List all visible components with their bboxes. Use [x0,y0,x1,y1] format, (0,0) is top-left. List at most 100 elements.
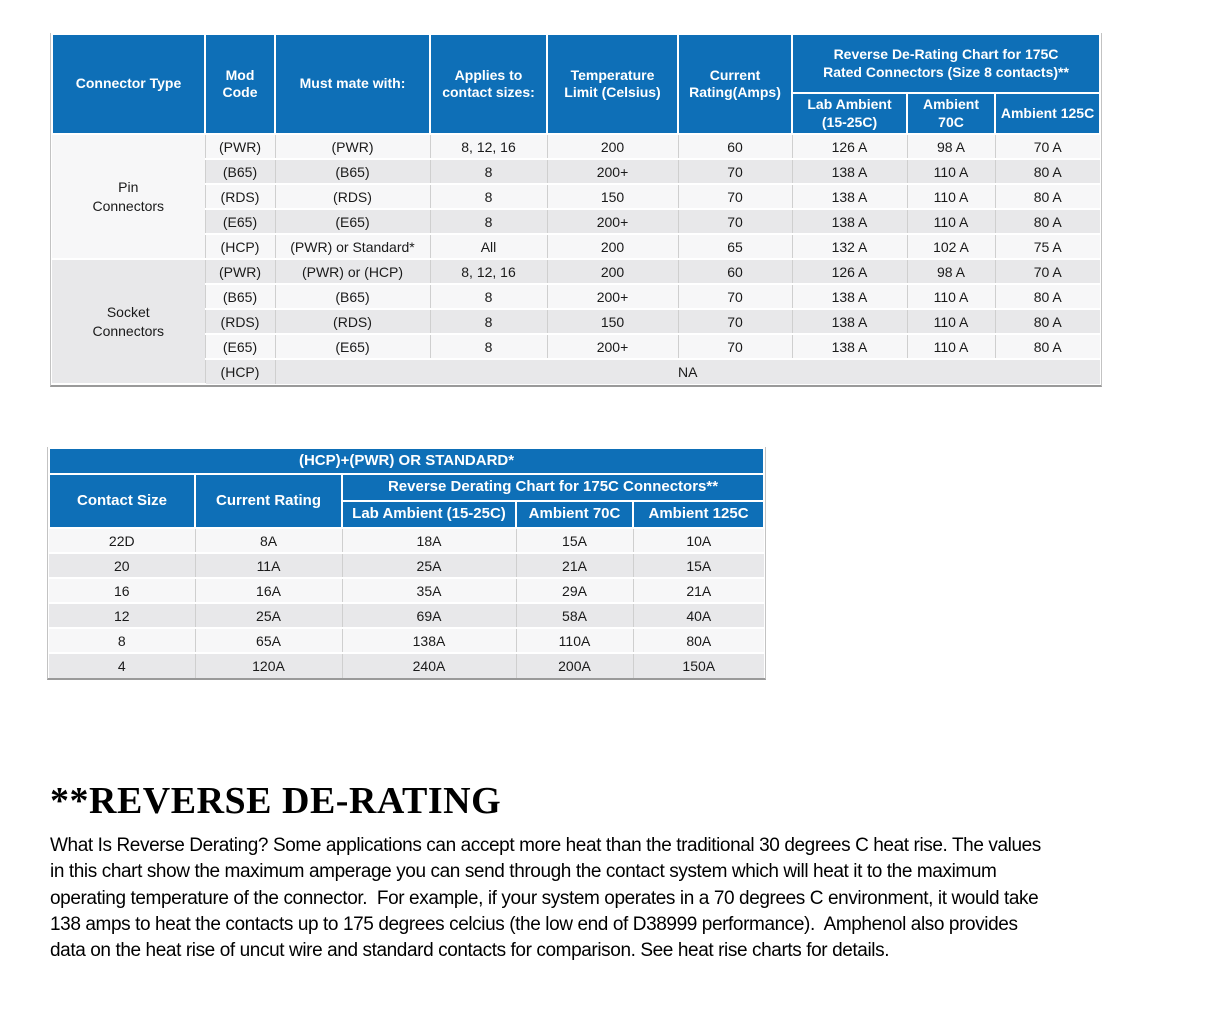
cell-contact-size: 12 [49,603,196,629]
cell-ambient-125c: 150A [633,653,765,678]
cell-current-rating: 65A [195,628,343,654]
cell-lab-ambient: 126 A [792,134,908,160]
col-header-current-rating: Current Rating(Amps) [677,33,793,135]
table-row: (B65) (B65) 8 200+ 70 138 A 110 A 80 A [52,159,1101,185]
cell-must-mate: (PWR) [275,134,431,160]
table2-header: (HCP)+(PWR) OR STANDARD* Contact Size Cu… [47,447,766,529]
cell-ambient-125c: 80 A [995,209,1101,235]
connector-derating-table-frame: Connector Type Mod Code Must mate with: … [50,33,1103,387]
reverse-derating-paragraph: What Is Reverse Derating? Some applicati… [50,835,1046,962]
table-row: 20 11A 25A 21A 15A [49,553,765,579]
cell-current-rating: 70 [678,334,793,360]
cell-ambient-125c: 75 A [995,234,1101,260]
row-group-label-pin: Pin Connectors [52,134,206,260]
col-header-connector-type: Connector Type [51,33,206,135]
cell-mod-code: (RDS) [205,184,276,210]
cell-contact-sizes: 8 [430,159,548,185]
col-header-ambient-125c: Ambient 125C [631,500,766,529]
cell-contact-size: 20 [49,553,196,579]
cell-current-rating: 70 [678,284,793,310]
cell-ambient-70c: 58A [516,603,634,629]
cell-current-rating: 25A [195,603,343,629]
cell-ambient-70c: 110 A [907,309,996,335]
cell-contact-sizes: 8 [430,209,548,235]
table1-body: Pin Connectors (PWR) (PWR) 8, 12, 16 200… [52,134,1101,385]
table1-header: Connector Type Mod Code Must mate with: … [51,33,1102,135]
contact-size-derating-table-frame: (HCP)+(PWR) OR STANDARD* Contact Size Cu… [47,447,767,680]
col-header-temp-limit: Temperature Limit (Celsius) [546,33,679,135]
reverse-derating-heading: **REVERSE DE-RATING [50,780,502,822]
table-row: 22D 8A 18A 15A 10A [49,528,765,554]
cell-mod-code: (E65) [205,334,276,360]
cell-current-rating: 11A [195,553,343,579]
cell-current-rating: 65 [678,234,793,260]
cell-ambient-70c: 15A [516,528,634,554]
cell-ambient-125c: 70 A [995,134,1101,160]
cell-ambient-125c: 70 A [995,259,1101,285]
cell-lab-ambient: 126 A [792,259,908,285]
cell-mod-code: (PWR) [205,134,276,160]
cell-contact-sizes: 8 [430,284,548,310]
cell-lab-ambient: 35A [342,578,517,604]
table-row: (HCP) (PWR) or Standard* All 200 65 132 … [52,234,1101,260]
col-header-reverse-derating-group: Reverse De-Rating Chart for 175C Rated C… [790,33,1102,94]
cell-temp-limit: 150 [547,309,679,335]
col-header-lab-ambient: Lab Ambient (15-25C) [341,500,517,529]
cell-ambient-70c: 110 A [907,284,996,310]
cell-lab-ambient: 132 A [792,234,908,260]
cell-mod-code: (E65) [205,209,276,235]
cell-must-mate: (PWR) or Standard* [275,234,431,260]
col-header-lab-ambient: Lab Ambient (15-25C) [791,92,908,135]
cell-ambient-70c: 110 A [907,184,996,210]
cell-ambient-125c: 80 A [995,334,1101,360]
cell-ambient-125c: 80 A [995,309,1101,335]
cell-ambient-125c: 15A [633,553,765,579]
cell-current-rating: 70 [678,184,793,210]
table-row: (E65) (E65) 8 200+ 70 138 A 110 A 80 A [52,209,1101,235]
cell-contact-size: 4 [49,653,196,678]
cell-temp-limit: 200+ [547,159,679,185]
cell-lab-ambient: 138 A [792,334,908,360]
cell-mod-code: (HCP) [205,234,276,260]
col-header-contact-size: Contact Size [48,473,196,529]
table-row: (E65) (E65) 8 200+ 70 138 A 110 A 80 A [52,334,1101,360]
cell-contact-size: 8 [49,628,196,654]
cell-current-rating: 70 [678,309,793,335]
cell-lab-ambient: 240A [342,653,517,678]
cell-mod-code: (PWR) [205,259,276,285]
cell-mod-code: (HCP) [205,359,276,384]
cell-ambient-125c: 40A [633,603,765,629]
row-group-label-text: Pin Connectors [92,179,165,214]
cell-lab-ambient: 69A [342,603,517,629]
col-header-applies-sizes: Applies to contact sizes: [429,33,548,135]
cell-ambient-70c: 29A [516,578,634,604]
cell-must-mate: (RDS) [275,184,431,210]
col-header-must-mate: Must mate with: [274,33,431,135]
cell-must-mate: (E65) [275,334,431,360]
cell-temp-limit: 150 [547,184,679,210]
cell-contact-sizes: 8, 12, 16 [430,134,548,160]
cell-contact-sizes: 8 [430,334,548,360]
connector-derating-table: Connector Type Mod Code Must mate with: … [51,33,1102,385]
col-header-ambient-70c: Ambient 70C [515,500,634,529]
table-row: (RDS) (RDS) 8 150 70 138 A 110 A 80 A [52,184,1101,210]
cell-contact-sizes: 8 [430,184,548,210]
cell-lab-ambient: 138A [342,628,517,654]
cell-contact-size: 16 [49,578,196,604]
cell-ambient-70c: 21A [516,553,634,579]
cell-lab-ambient: 138 A [792,159,908,185]
cell-contact-sizes: All [430,234,548,260]
cell-must-mate: (B65) [275,284,431,310]
cell-ambient-125c: 80 A [995,184,1101,210]
cell-temp-limit: 200 [547,134,679,160]
table-row: (RDS) (RDS) 8 150 70 138 A 110 A 80 A [52,309,1101,335]
cell-ambient-125c: 80 A [995,284,1101,310]
cell-ambient-125c: 21A [633,578,765,604]
cell-ambient-70c: 110A [516,628,634,654]
cell-lab-ambient: 138 A [792,284,908,310]
cell-current-rating: 60 [678,259,793,285]
table-row: (B65) (B65) 8 200+ 70 138 A 110 A 80 A [52,284,1101,310]
cell-current-rating: 8A [195,528,343,554]
reverse-derating-group-text: Reverse De-Rating Chart for 175C Rated C… [823,46,1069,80]
